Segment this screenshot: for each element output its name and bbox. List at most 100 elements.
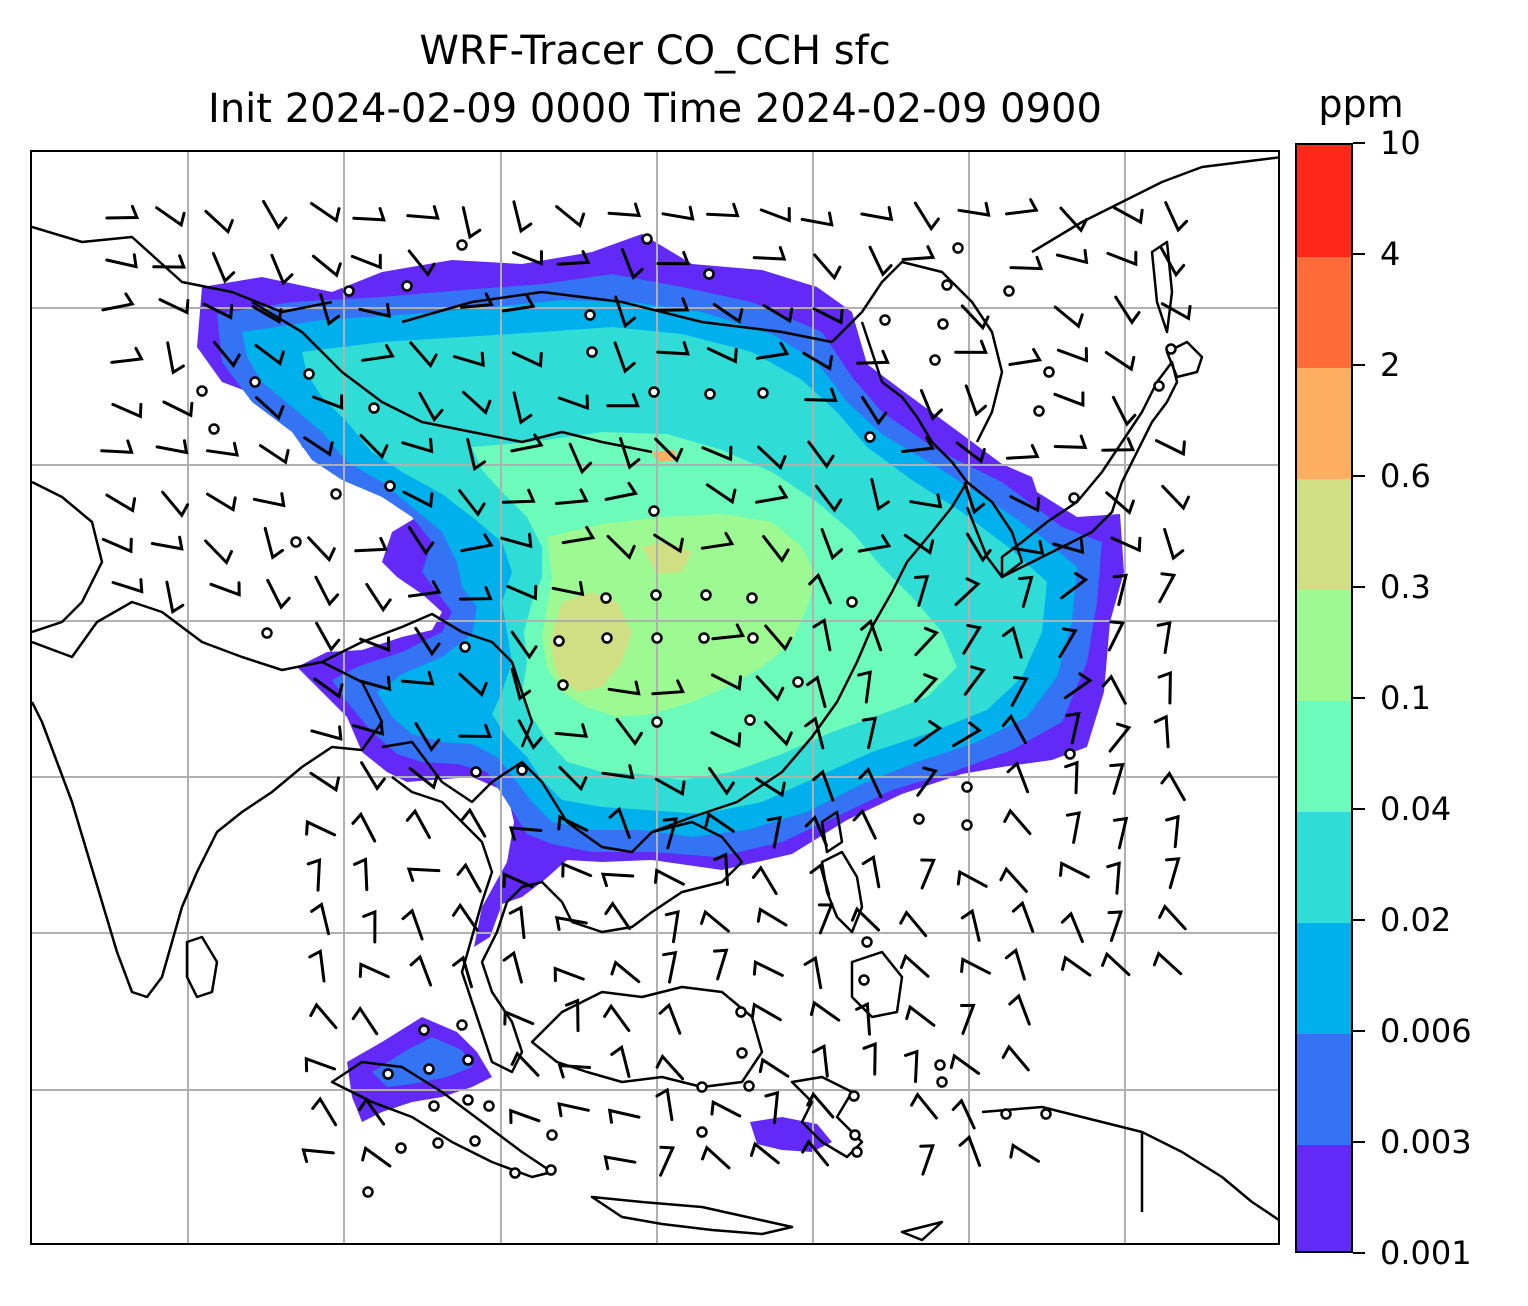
colorbar-segment xyxy=(1297,145,1351,257)
colorbar-tick-label: 0.001 xyxy=(1380,1234,1472,1272)
wind-barb xyxy=(458,723,492,739)
wind-barb xyxy=(1002,625,1023,659)
wind-barb xyxy=(960,304,990,331)
calm-wind-marker xyxy=(456,1019,468,1031)
wind-barb xyxy=(949,1053,981,1075)
wind-barb xyxy=(502,950,523,984)
coast-hokkaido xyxy=(1165,340,1204,379)
wind-barb xyxy=(806,675,827,708)
wind-barb xyxy=(1058,627,1078,659)
wind-barb xyxy=(354,536,388,553)
wind-barb xyxy=(856,349,890,365)
calm-wind-marker xyxy=(757,387,769,399)
wind-barb xyxy=(751,865,778,896)
wind-barb xyxy=(852,808,877,840)
wind-barb xyxy=(1065,711,1081,745)
wind-barb xyxy=(561,525,596,545)
calm-wind-marker xyxy=(746,592,758,604)
wind-barb xyxy=(1164,201,1189,233)
wind-barb xyxy=(755,675,785,702)
calm-wind-marker xyxy=(861,936,873,948)
wind-barb xyxy=(452,955,473,989)
wind-barb xyxy=(701,445,733,462)
wind-barb xyxy=(655,1053,685,1081)
calm-wind-marker xyxy=(553,635,565,647)
calm-wind-marker xyxy=(651,716,663,728)
calm-wind-marker xyxy=(743,1080,755,1092)
wind-barb xyxy=(910,1092,938,1120)
wind-barb xyxy=(458,489,486,517)
wind-barb xyxy=(1155,439,1186,457)
wind-barb xyxy=(711,673,742,691)
colorbar-segment xyxy=(1297,1033,1351,1145)
wind-barb xyxy=(359,675,392,692)
wind-barb xyxy=(362,909,377,944)
calm-wind-marker xyxy=(846,596,858,608)
colorbar-tick-label: 0.02 xyxy=(1380,901,1452,939)
wind-barb xyxy=(319,293,341,327)
wind-barb xyxy=(860,618,883,652)
wind-barb xyxy=(301,1148,335,1163)
wind-barb xyxy=(351,720,384,736)
calm-wind-marker xyxy=(418,1024,430,1036)
wind-barb xyxy=(1107,910,1124,942)
wind-barb xyxy=(812,307,844,325)
colorbar-tick xyxy=(1353,1141,1365,1143)
wind-barb xyxy=(1064,760,1079,795)
wind-barb xyxy=(662,950,678,984)
wind-barb xyxy=(755,485,789,504)
wind-barb xyxy=(305,819,337,837)
wind-barb xyxy=(999,866,1028,893)
wind-barb xyxy=(1053,391,1085,408)
wind-barb xyxy=(401,908,424,941)
wind-barb xyxy=(110,346,144,364)
wind-barb xyxy=(111,402,143,419)
wind-barb xyxy=(804,716,825,750)
wind-barb xyxy=(1112,206,1144,225)
calm-wind-marker xyxy=(196,385,208,397)
wind-barb xyxy=(808,572,832,605)
wind-barb xyxy=(901,436,935,453)
wind-barb xyxy=(105,253,138,269)
wind-barb xyxy=(251,305,283,324)
wind-barb xyxy=(962,624,982,655)
wind-barb xyxy=(551,581,585,597)
wind-barb xyxy=(919,1144,935,1176)
calm-wind-marker xyxy=(1043,366,1055,378)
wind-barb xyxy=(1009,495,1041,513)
wind-barb xyxy=(965,532,992,563)
wind-barb xyxy=(620,248,644,280)
wind-barb xyxy=(461,206,482,240)
wind-barb xyxy=(954,577,981,606)
wind-barb xyxy=(1001,713,1027,745)
wind-barb xyxy=(1108,722,1132,753)
calm-wind-marker xyxy=(936,1076,948,1088)
wind-barb xyxy=(162,400,194,418)
calm-wind-marker xyxy=(290,536,302,548)
wind-barb xyxy=(858,766,883,799)
wind-barb xyxy=(603,1155,637,1171)
calm-wind-marker xyxy=(929,354,941,366)
calm-wind-marker xyxy=(735,1006,747,1018)
colorbar-tick-label: 0.3 xyxy=(1380,568,1431,606)
colorbar-tick-label: 0.6 xyxy=(1380,457,1431,495)
wind-barb xyxy=(802,351,834,371)
wind-barb xyxy=(460,807,487,838)
wind-barb xyxy=(809,862,831,896)
wind-barb xyxy=(460,292,494,309)
calm-wind-marker xyxy=(303,368,315,380)
wind-barb xyxy=(414,626,441,657)
calm-wind-marker xyxy=(1033,405,1045,417)
wind-barb xyxy=(308,948,326,983)
wind-barb xyxy=(1005,198,1039,216)
wind-barb xyxy=(1053,434,1088,449)
wind-barb xyxy=(205,441,240,457)
wind-barb xyxy=(712,303,744,324)
calm-wind-marker xyxy=(459,641,471,653)
wind-barb xyxy=(1009,255,1044,271)
plume-level-7 xyxy=(550,592,632,692)
wind-barb xyxy=(600,872,635,888)
calm-wind-marker xyxy=(557,679,569,691)
wind-barb xyxy=(312,394,344,410)
coast-new-guinea xyxy=(981,1105,1278,1221)
